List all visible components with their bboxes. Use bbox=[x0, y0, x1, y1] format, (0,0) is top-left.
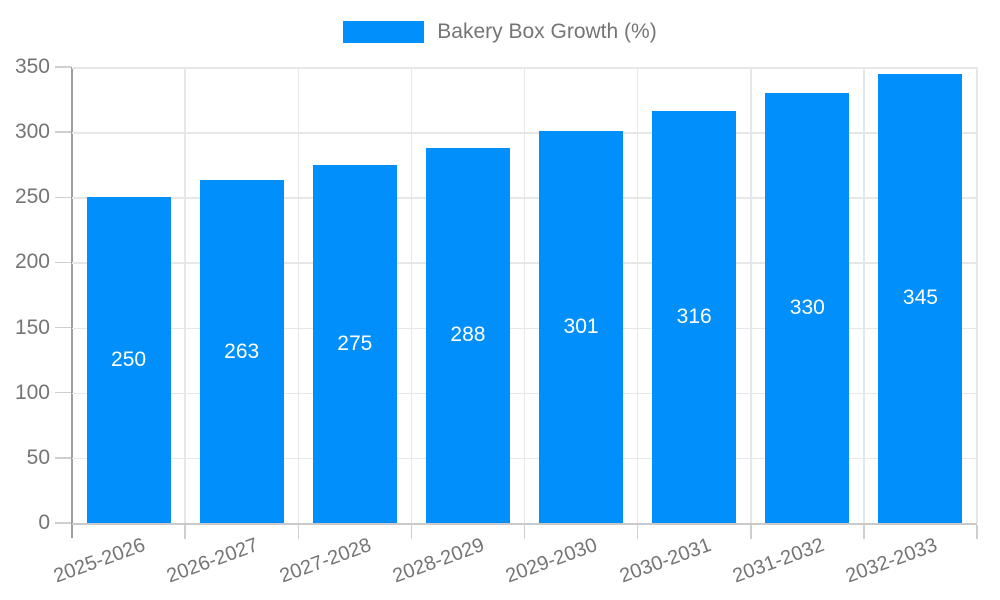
y-tick-mark bbox=[55, 391, 71, 394]
y-tick-label: 300 bbox=[14, 120, 50, 144]
bar-value-label: 263 bbox=[224, 339, 260, 363]
x-tick-label: 2030-2031 bbox=[616, 534, 714, 588]
bar[interactable]: 316 bbox=[652, 111, 737, 523]
bar-value-label: 316 bbox=[676, 305, 712, 329]
bar-value-label: 275 bbox=[337, 331, 373, 355]
y-tick-label: 200 bbox=[14, 250, 50, 274]
x-tick-mark bbox=[410, 525, 413, 539]
bar[interactable]: 263 bbox=[199, 180, 284, 523]
bar[interactable]: 275 bbox=[312, 164, 397, 523]
bar[interactable]: 330 bbox=[765, 93, 850, 523]
bar[interactable]: 288 bbox=[425, 147, 510, 523]
x-tick-label: 2027-2028 bbox=[276, 534, 375, 588]
bar-value-label: 330 bbox=[789, 296, 825, 320]
x-tick-mark bbox=[523, 525, 526, 539]
bar[interactable]: 301 bbox=[539, 130, 624, 523]
legend-swatch bbox=[343, 21, 425, 43]
y-tick-mark bbox=[55, 131, 71, 133]
x-tick-label: 2029-2030 bbox=[503, 534, 601, 588]
y-tick-label: 350 bbox=[14, 55, 50, 78]
x-tick-mark bbox=[636, 525, 639, 539]
y-tick-label: 100 bbox=[14, 380, 50, 404]
bar-value-label: 288 bbox=[450, 323, 486, 347]
y-tick-mark bbox=[55, 196, 71, 199]
y-tick-label: 150 bbox=[14, 315, 50, 339]
legend-label: Bakery Box Growth (%) bbox=[437, 20, 657, 43]
bar[interactable]: 250 bbox=[86, 197, 171, 523]
bar-value-label: 250 bbox=[111, 348, 147, 372]
bar-value-label: 345 bbox=[902, 286, 938, 310]
y-tick-mark bbox=[55, 261, 71, 264]
y-tick-label: 50 bbox=[26, 445, 50, 469]
bar[interactable]: 345 bbox=[878, 73, 963, 523]
y-axis-line bbox=[71, 67, 73, 538]
gridline-vertical bbox=[523, 67, 526, 523]
gridline-vertical bbox=[297, 67, 299, 523]
y-tick-label: 250 bbox=[14, 185, 50, 209]
x-tick-label: 2025-2026 bbox=[50, 534, 149, 588]
y-tick-mark bbox=[55, 457, 71, 459]
x-tick-label: 2032-2033 bbox=[842, 534, 940, 588]
gridline-vertical bbox=[636, 67, 639, 523]
x-tick-mark bbox=[976, 525, 978, 539]
gridline-vertical bbox=[863, 67, 865, 523]
gridline-vertical bbox=[976, 67, 978, 523]
gridline-vertical bbox=[184, 67, 186, 523]
gridline-vertical bbox=[750, 67, 752, 523]
legend[interactable]: Bakery Box Growth (%) bbox=[0, 20, 1000, 44]
x-tick-mark bbox=[750, 525, 752, 539]
x-tick-label: 2026-2027 bbox=[163, 534, 262, 588]
y-tick-mark bbox=[55, 326, 71, 329]
y-tick-label: 0 bbox=[38, 511, 50, 534]
bar-value-label: 301 bbox=[563, 314, 599, 338]
gridline-vertical bbox=[410, 67, 413, 523]
x-tick-label: 2028-2029 bbox=[390, 534, 488, 588]
x-tick-label: 2031-2032 bbox=[729, 534, 827, 588]
plot-area: 250 263 275 288 301 316 330 345 bbox=[72, 67, 978, 525]
x-tick-mark bbox=[297, 525, 299, 539]
y-tick-mark bbox=[55, 66, 71, 68]
x-tick-mark bbox=[863, 525, 865, 539]
x-tick-mark bbox=[184, 525, 186, 539]
y-tick-mark bbox=[55, 522, 71, 524]
